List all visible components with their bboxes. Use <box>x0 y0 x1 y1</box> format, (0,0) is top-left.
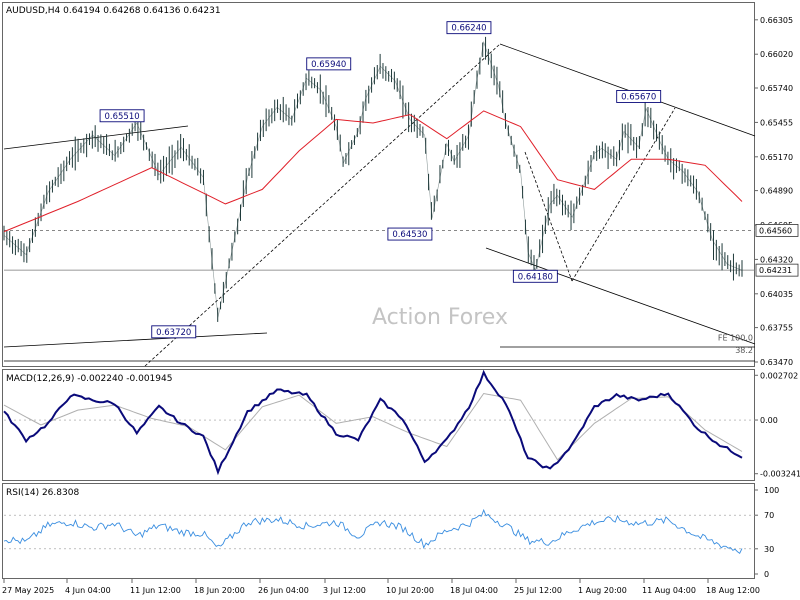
fib-annotation: 38.2 <box>735 346 753 355</box>
price-y-tick-label: 0.65740 <box>760 84 793 93</box>
price-close-line <box>3 40 743 318</box>
x-tick-label: 1 Aug 20:00 <box>578 586 627 595</box>
macd-y-tick-label: 0.002702 <box>760 371 798 380</box>
macd-y-tick-label: 0.00 <box>760 416 778 425</box>
macd-title: MACD(12,26,9) -0.002240 -0.001945 <box>6 374 172 384</box>
macd-panel-frame <box>2 369 755 481</box>
swing-label: 0.64180 <box>518 272 553 282</box>
price-level-box <box>755 224 799 237</box>
x-tick-label: 4 Jun 04:00 <box>65 586 111 595</box>
swing-label-box <box>446 21 492 35</box>
swing-label: 0.66240 <box>451 24 486 34</box>
price-level-label: 0.64231 <box>759 266 792 275</box>
price-layer: 0.66305 0.66020 0.65740 0.65455 0.65170 0.648… <box>3 16 799 367</box>
price-y-tick-label: 0.64035 <box>760 290 793 299</box>
trend-line <box>499 43 756 137</box>
trend-line <box>3 125 189 150</box>
rsi-panel-frame <box>2 483 755 579</box>
rsi-y-tick-label: 30 <box>764 545 774 554</box>
rsi-title: RSI(14) 26.8308 <box>6 488 79 498</box>
swing-label-box <box>99 109 145 123</box>
swing-label-box <box>151 325 197 339</box>
x-tick-label: 26 Jun 04:00 <box>258 586 309 595</box>
swing-label-box <box>616 90 662 103</box>
x-tick-label: 18 Jun 20:00 <box>194 586 245 595</box>
swing-label: 0.65940 <box>311 60 346 70</box>
moving-average-line <box>3 110 743 233</box>
rsi-layer: 100 70 30 0 <box>3 486 779 579</box>
rsi-y-tick-label: 100 <box>764 486 779 495</box>
fib-annotation: FE 100.0 <box>718 334 753 343</box>
x-tick-label: 11 Jun 12:00 <box>130 586 181 595</box>
price-y-tick-label: 0.66305 <box>760 16 793 25</box>
price-level-label: 0.64560 <box>759 226 792 235</box>
swing-label: 0.64530 <box>392 230 427 240</box>
trend-line <box>524 151 573 282</box>
price-y-tick-label: 0.66020 <box>760 50 793 59</box>
x-tick-label: 18 Aug 12:00 <box>706 586 760 595</box>
macd-y-tick-label: -0.003241 <box>760 470 800 479</box>
rsi-y-tick-label: 0 <box>764 570 769 579</box>
price-y-tick-label: 0.63755 <box>760 324 793 333</box>
x-tick-label: 10 Jul 20:00 <box>386 586 434 595</box>
rsi-line <box>3 508 743 554</box>
rsi-y-tick-label: 70 <box>764 511 774 520</box>
price-y-tick-label: 0.64890 <box>760 187 793 196</box>
x-tick-label: 3 Jul 12:00 <box>323 586 366 595</box>
price-title: AUDUSD,H4 0.64194 0.64268 0.64136 0.6423… <box>6 6 221 16</box>
x-tick-label: 11 Aug 04:00 <box>642 586 696 595</box>
x-tick-label: 27 May 2025 <box>2 586 54 595</box>
swing-label-box <box>306 57 352 71</box>
swing-label: 0.63720 <box>156 328 191 338</box>
swing-label: 0.65510 <box>105 112 140 122</box>
macd-layer: 0.002702 0.00 -0.003241 <box>3 369 800 479</box>
trend-line <box>3 332 268 348</box>
price-y-tick-label: 0.64320 <box>760 255 793 264</box>
price-level-box <box>755 263 799 277</box>
price-y-tick-label: 0.63470 <box>760 358 793 367</box>
macd-signal-line <box>3 392 743 461</box>
swing-label: 0.65670 <box>621 92 656 102</box>
price-y-tick-label: 0.65455 <box>760 118 793 127</box>
swing-label-box <box>512 269 558 283</box>
x-tick-label: 25 Jul 12:00 <box>514 586 562 595</box>
x-axis: 27 May 2025 4 Jun 04:00 11 Jun 12:00 18 Jun… <box>2 579 760 595</box>
swing-label-box <box>387 227 433 241</box>
macd-line <box>3 369 743 476</box>
x-tick-label: 18 Jul 04:00 <box>450 586 498 595</box>
price-y-tick-label: 0.65170 <box>760 153 793 162</box>
watermark: Action Forex <box>372 305 508 330</box>
